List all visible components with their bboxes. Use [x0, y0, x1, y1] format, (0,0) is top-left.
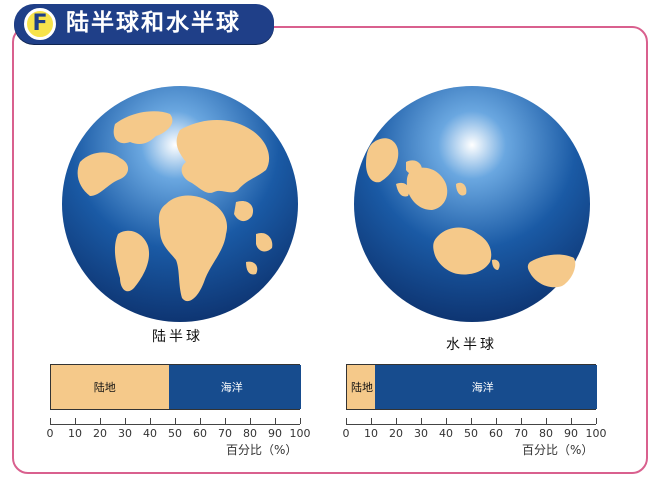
water-hemisphere-axis-title: 百分比（%）	[522, 443, 594, 457]
land-hemisphere-bar: 陆地 海洋	[50, 364, 301, 410]
land-segment-label: 陆地	[351, 381, 373, 394]
water-hemisphere-bar: 陆地 海洋	[346, 364, 597, 410]
landmass	[366, 138, 576, 288]
title-bar	[14, 4, 274, 44]
axis-tick	[175, 418, 176, 424]
water-hemisphere-axis: 0 10 20 30 40 50 60 70 80 90 100	[343, 418, 607, 458]
axis-tick	[150, 418, 151, 424]
land-hemisphere-caption: 陆半球	[152, 329, 203, 345]
tick-label: 30	[118, 427, 132, 440]
tick-label: 70	[514, 427, 528, 440]
axis-tick	[546, 418, 547, 424]
tick-label: 30	[414, 427, 428, 440]
axis-tick	[75, 418, 76, 424]
tick-label: 80	[539, 427, 553, 440]
axis-tick	[100, 418, 101, 424]
landmass	[77, 111, 273, 302]
tick-label: 80	[243, 427, 257, 440]
ocean-segment-label: 海洋	[471, 381, 494, 394]
axis-tick	[50, 418, 51, 424]
land-segment-label: 陆地	[93, 381, 116, 394]
axis-tick	[371, 418, 372, 424]
axis-tick	[200, 418, 201, 424]
tick-label: 20	[389, 427, 403, 440]
tick-label: 50	[168, 427, 182, 440]
axis-tick	[346, 418, 347, 424]
water-hemisphere-globe	[354, 86, 590, 322]
axis-tick	[446, 418, 447, 424]
axis-tick	[125, 418, 126, 424]
tick-label: 10	[364, 427, 378, 440]
ocean-segment	[168, 365, 301, 409]
tick-label: 90	[268, 427, 282, 440]
land-segment	[347, 365, 375, 409]
tick-label: 40	[143, 427, 157, 440]
section-badge: F	[24, 8, 56, 40]
land-hemisphere-axis: 0 10 20 30 40 50 60 70 80 90 100	[47, 418, 311, 458]
tick-label: 60	[193, 427, 207, 440]
tick-label: 0	[342, 427, 350, 440]
axis-tick	[596, 418, 597, 424]
axis-tick	[300, 418, 301, 424]
land-hemisphere-globe	[62, 86, 298, 322]
water-hemisphere-caption: 水半球	[446, 337, 497, 353]
tick-label: 100	[585, 427, 607, 440]
axis-tick	[571, 418, 572, 424]
tick-label: 50	[464, 427, 478, 440]
tick-label: 100	[289, 427, 311, 440]
axis-tick	[275, 418, 276, 424]
axis-line	[346, 424, 596, 425]
tick-label: 10	[68, 427, 82, 440]
tick-label: 0	[46, 427, 54, 440]
page-title: 陆半球和水半球	[66, 10, 241, 36]
axis-tick	[496, 418, 497, 424]
axis-tick	[521, 418, 522, 424]
ocean-segment-label: 海洋	[220, 381, 243, 394]
tick-label: 20	[93, 427, 107, 440]
land-segment	[51, 365, 169, 409]
tick-label: 60	[489, 427, 503, 440]
land-hemisphere-axis-title: 百分比（%）	[226, 443, 298, 457]
axis-tick	[421, 418, 422, 424]
tick-label: 70	[218, 427, 232, 440]
ocean-segment	[374, 365, 597, 409]
tick-label: 90	[564, 427, 578, 440]
axis-tick	[225, 418, 226, 424]
axis-tick	[250, 418, 251, 424]
axis-tick	[396, 418, 397, 424]
content-frame	[12, 26, 648, 474]
tick-label: 40	[439, 427, 453, 440]
axis-line	[50, 424, 300, 425]
axis-tick	[471, 418, 472, 424]
